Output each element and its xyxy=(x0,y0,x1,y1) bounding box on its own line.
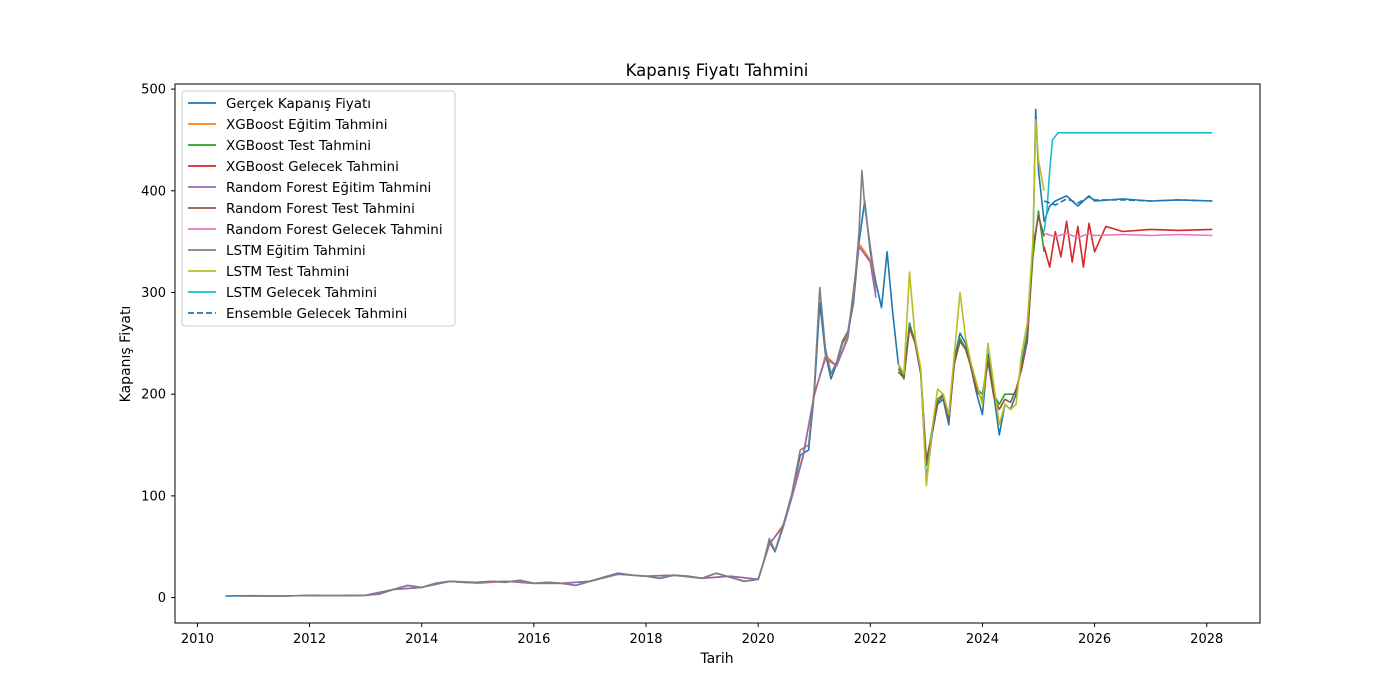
legend: Gerçek Kapanış Fiyatı XGBoost Eğitim Tahm… xyxy=(181,90,456,327)
y-axis-label: Kapanış Fiyatı xyxy=(118,306,134,403)
legend-label: XGBoost Test Tahmini xyxy=(226,138,371,154)
y-tick-label: 500 xyxy=(141,83,166,98)
x-tick-label: 2022 xyxy=(854,632,887,647)
x-tick-label: 2016 xyxy=(517,632,550,647)
y-tick-label: 400 xyxy=(141,184,166,199)
y-tick-label: 300 xyxy=(141,286,166,301)
x-tick-label: 2020 xyxy=(742,632,775,647)
y-tick-label: 200 xyxy=(141,388,166,403)
y-tick-label: 0 xyxy=(158,591,166,606)
series-line-11 xyxy=(1043,196,1213,206)
series-line-7 xyxy=(1043,232,1213,239)
series-line-4 xyxy=(1043,220,1213,268)
x-tick-label: 2012 xyxy=(293,632,326,647)
legend-label: Random Forest Eğitim Tahmini xyxy=(226,180,431,196)
x-tick-label: 2028 xyxy=(1190,632,1223,647)
y-axis: 0 100 200 300 400 500 xyxy=(141,83,175,606)
series-line-9 xyxy=(897,118,1045,487)
legend-label: Random Forest Test Tahmini xyxy=(226,201,415,217)
x-axis-label: Tarih xyxy=(699,651,733,667)
legend-label: LSTM Test Tahmini xyxy=(226,264,349,280)
legend-label: LSTM Gelecek Tahmini xyxy=(226,285,377,301)
x-tick-label: 2024 xyxy=(966,632,999,647)
legend-label: Gerçek Kapanış Fiyatı xyxy=(226,96,371,112)
x-tick-label: 2010 xyxy=(181,632,214,647)
legend-label: Ensemble Gelecek Tahmini xyxy=(226,306,407,322)
x-tick-label: 2018 xyxy=(629,632,662,647)
legend-label: XGBoost Eğitim Tahmini xyxy=(226,117,388,133)
series-line-10 xyxy=(1043,132,1213,232)
legend-label: XGBoost Gelecek Tahmini xyxy=(226,159,399,175)
legend-items: Gerçek Kapanış Fiyatı XGBoost Eğitim Tahm… xyxy=(188,96,443,322)
legend-box xyxy=(181,90,456,327)
legend-label: LSTM Eğitim Tahmini xyxy=(226,243,366,259)
series-line-8 xyxy=(242,169,877,597)
x-tick-label: 2014 xyxy=(405,632,438,647)
x-tick-label: 2026 xyxy=(1078,632,1111,647)
x-axis: 2010 2012 2014 2016 2018 2020 2022 2024 2026 2028 xyxy=(181,623,1223,647)
legend-label: Random Forest Gelecek Tahmini xyxy=(226,222,443,238)
chart-title: Kapanış Fiyatı Tahmini xyxy=(626,61,809,80)
plot-frame xyxy=(174,83,1261,624)
y-tick-label: 100 xyxy=(141,489,166,504)
series-layer xyxy=(225,108,1213,597)
